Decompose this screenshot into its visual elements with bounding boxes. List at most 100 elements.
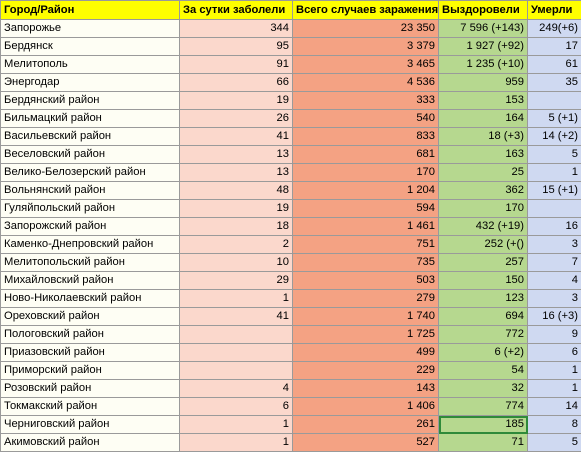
cell-recovered[interactable]: 257: [439, 254, 528, 272]
cell-daily[interactable]: 41: [180, 128, 293, 146]
cell-recovered[interactable]: 153: [439, 92, 528, 110]
cell-daily[interactable]: 18: [180, 218, 293, 236]
cell-city[interactable]: Мелитополь: [1, 56, 180, 74]
cell-recovered[interactable]: 150: [439, 272, 528, 290]
cell-daily[interactable]: [180, 326, 293, 344]
cell-city[interactable]: Пологовский район: [1, 326, 180, 344]
cell-daily[interactable]: 1: [180, 290, 293, 308]
cell-daily[interactable]: 1: [180, 416, 293, 434]
cell-city[interactable]: Розовский район: [1, 380, 180, 398]
cell-daily[interactable]: [180, 362, 293, 380]
cell-died[interactable]: 14: [528, 398, 581, 416]
cell-total[interactable]: 261: [293, 416, 439, 434]
cell-daily[interactable]: 344: [180, 20, 293, 38]
cell-daily[interactable]: 26: [180, 110, 293, 128]
cell-daily[interactable]: [180, 344, 293, 362]
cell-city[interactable]: Ново-Николаевский район: [1, 290, 180, 308]
cell-died[interactable]: 5: [528, 146, 581, 164]
cell-recovered[interactable]: 1 235 (+10): [439, 56, 528, 74]
cell-total[interactable]: 23 350: [293, 20, 439, 38]
cell-city[interactable]: Черниговский район: [1, 416, 180, 434]
cell-total[interactable]: 170: [293, 164, 439, 182]
cell-died[interactable]: 4: [528, 272, 581, 290]
cell-city[interactable]: Мелитопольский район: [1, 254, 180, 272]
cell-city[interactable]: Вольнянский район: [1, 182, 180, 200]
cell-recovered[interactable]: 25: [439, 164, 528, 182]
cell-daily[interactable]: 41: [180, 308, 293, 326]
cell-city[interactable]: Каменко-Днепровский район: [1, 236, 180, 254]
cell-recovered[interactable]: 123: [439, 290, 528, 308]
cell-city[interactable]: Запорожье: [1, 20, 180, 38]
cell-total[interactable]: 279: [293, 290, 439, 308]
cell-total[interactable]: 143: [293, 380, 439, 398]
cell-died[interactable]: [528, 92, 581, 110]
cell-total[interactable]: 1 406: [293, 398, 439, 416]
cell-recovered[interactable]: 959: [439, 74, 528, 92]
cell-daily[interactable]: 19: [180, 92, 293, 110]
cell-total[interactable]: 4 536: [293, 74, 439, 92]
cell-died[interactable]: 1: [528, 164, 581, 182]
cell-died[interactable]: 6: [528, 344, 581, 362]
cell-recovered[interactable]: 163: [439, 146, 528, 164]
cell-daily[interactable]: 95: [180, 38, 293, 56]
cell-total[interactable]: 503: [293, 272, 439, 290]
cell-daily[interactable]: 91: [180, 56, 293, 74]
cell-recovered[interactable]: 1 927 (+92): [439, 38, 528, 56]
cell-recovered[interactable]: 6 (+2): [439, 344, 528, 362]
cell-daily[interactable]: 19: [180, 200, 293, 218]
cell-daily[interactable]: 48: [180, 182, 293, 200]
cell-died[interactable]: 14 (+2): [528, 128, 581, 146]
cell-died[interactable]: 35: [528, 74, 581, 92]
cell-total[interactable]: 833: [293, 128, 439, 146]
cell-died[interactable]: 5 (+1): [528, 110, 581, 128]
header-died[interactable]: Умерли: [528, 1, 581, 20]
cell-daily[interactable]: 66: [180, 74, 293, 92]
cell-total[interactable]: 1 204: [293, 182, 439, 200]
cell-died[interactable]: 16: [528, 218, 581, 236]
cell-daily[interactable]: 6: [180, 398, 293, 416]
cell-recovered[interactable]: 7 596 (+143): [439, 20, 528, 38]
header-city[interactable]: Город/Район: [1, 1, 180, 20]
cell-total[interactable]: 1 725: [293, 326, 439, 344]
cell-died[interactable]: [528, 200, 581, 218]
cell-recovered[interactable]: 252 (+(): [439, 236, 528, 254]
cell-recovered[interactable]: 432 (+19): [439, 218, 528, 236]
cell-total[interactable]: 229: [293, 362, 439, 380]
cell-city[interactable]: Токмакский район: [1, 398, 180, 416]
cell-died[interactable]: 1: [528, 380, 581, 398]
cell-total[interactable]: 333: [293, 92, 439, 110]
cell-city[interactable]: Приазовский район: [1, 344, 180, 362]
cell-total[interactable]: 751: [293, 236, 439, 254]
cell-total[interactable]: 499: [293, 344, 439, 362]
header-daily[interactable]: За сутки заболели: [180, 1, 293, 20]
cell-city[interactable]: Велико-Белозерский район: [1, 164, 180, 182]
cell-city[interactable]: Бердянский район: [1, 92, 180, 110]
cell-total[interactable]: 3 465: [293, 56, 439, 74]
cell-died[interactable]: 7: [528, 254, 581, 272]
cell-recovered[interactable]: 164: [439, 110, 528, 128]
cell-died[interactable]: 3: [528, 290, 581, 308]
cell-city[interactable]: Запорожский район: [1, 218, 180, 236]
cell-city[interactable]: Васильевский район: [1, 128, 180, 146]
cell-died[interactable]: 249(+6): [528, 20, 581, 38]
cell-total[interactable]: 594: [293, 200, 439, 218]
cell-recovered[interactable]: 32: [439, 380, 528, 398]
cell-recovered[interactable]: 772: [439, 326, 528, 344]
cell-daily[interactable]: 13: [180, 146, 293, 164]
cell-recovered[interactable]: 185: [439, 416, 528, 434]
header-total[interactable]: Всего случаев заражения: [293, 1, 439, 20]
cell-died[interactable]: 16 (+3): [528, 308, 581, 326]
cell-city[interactable]: Бердянск: [1, 38, 180, 56]
cell-city[interactable]: Гуляйпольский район: [1, 200, 180, 218]
cell-total[interactable]: 3 379: [293, 38, 439, 56]
cell-died[interactable]: 61: [528, 56, 581, 74]
cell-total[interactable]: 1 740: [293, 308, 439, 326]
cell-daily[interactable]: 2: [180, 236, 293, 254]
cell-city[interactable]: Веселовский район: [1, 146, 180, 164]
cell-city[interactable]: Михайловский район: [1, 272, 180, 290]
cell-daily[interactable]: 29: [180, 272, 293, 290]
cell-total[interactable]: 735: [293, 254, 439, 272]
cell-recovered[interactable]: 362: [439, 182, 528, 200]
cell-total[interactable]: 681: [293, 146, 439, 164]
cell-recovered[interactable]: 170: [439, 200, 528, 218]
